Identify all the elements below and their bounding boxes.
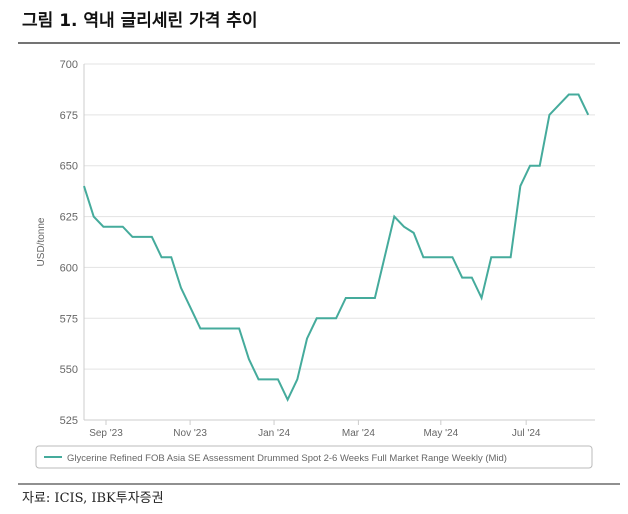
legend-box	[35, 445, 593, 469]
x-tick-label: Jul '24	[512, 428, 541, 439]
y-tick-label: 650	[60, 161, 78, 173]
y-tick-label: 575	[60, 313, 78, 325]
x-tick-label: Nov '23	[173, 428, 207, 439]
x-tick-label: May '24	[423, 428, 458, 439]
y-tick-label: 700	[60, 59, 78, 71]
figure-title: 그림 1. 역내 글리세린 가격 추이	[22, 11, 258, 31]
y-tick-label: 625	[60, 212, 78, 224]
line	[83, 93, 590, 402]
y-tick-label: 525	[60, 415, 78, 427]
x-tick-label: Mar '24	[342, 428, 375, 439]
y-tick-label: 675	[60, 110, 78, 122]
x-tick-label: Jan '24	[258, 428, 290, 439]
source: 자료: ICIS, IBK투자증권	[22, 491, 164, 506]
x-tick-label: Sep '23	[89, 428, 123, 439]
y-axis-label: USD/tonne	[36, 217, 47, 266]
legend-label: Glycerine Refined FOB Asia SE Assessment…	[67, 453, 507, 464]
y-tick-label: 600	[60, 262, 78, 274]
y-tick-label: 550	[60, 364, 78, 376]
